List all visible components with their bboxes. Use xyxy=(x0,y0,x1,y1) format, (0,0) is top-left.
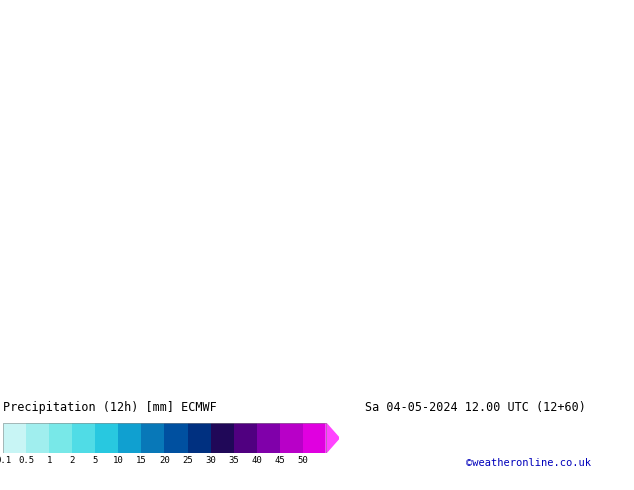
Bar xyxy=(72,423,95,453)
Bar xyxy=(95,423,119,453)
Bar xyxy=(280,423,302,453)
Text: 25: 25 xyxy=(182,456,193,465)
Text: 50: 50 xyxy=(297,456,308,465)
Text: 0.1: 0.1 xyxy=(0,456,11,465)
Bar xyxy=(188,423,210,453)
Bar xyxy=(26,423,49,453)
Bar xyxy=(164,423,188,453)
Text: 40: 40 xyxy=(251,456,262,465)
Bar xyxy=(3,423,26,453)
Text: 1: 1 xyxy=(46,456,52,465)
Text: 2: 2 xyxy=(70,456,75,465)
Text: 0.5: 0.5 xyxy=(18,456,34,465)
Bar xyxy=(302,423,326,453)
Text: Precipitation (12h) [mm] ECMWF: Precipitation (12h) [mm] ECMWF xyxy=(3,401,217,414)
Bar xyxy=(210,423,233,453)
Bar xyxy=(233,423,257,453)
Bar xyxy=(141,423,164,453)
Text: 20: 20 xyxy=(159,456,170,465)
Text: Sa 04-05-2024 12.00 UTC (12+60): Sa 04-05-2024 12.00 UTC (12+60) xyxy=(365,401,585,414)
Polygon shape xyxy=(326,423,339,453)
Text: 35: 35 xyxy=(228,456,239,465)
Bar xyxy=(257,423,280,453)
Text: 10: 10 xyxy=(113,456,124,465)
Text: ©weatheronline.co.uk: ©weatheronline.co.uk xyxy=(466,458,591,468)
Text: 5: 5 xyxy=(93,456,98,465)
Text: 45: 45 xyxy=(275,456,285,465)
Bar xyxy=(49,423,72,453)
Text: 15: 15 xyxy=(136,456,147,465)
Bar xyxy=(119,423,141,453)
Text: 30: 30 xyxy=(205,456,216,465)
